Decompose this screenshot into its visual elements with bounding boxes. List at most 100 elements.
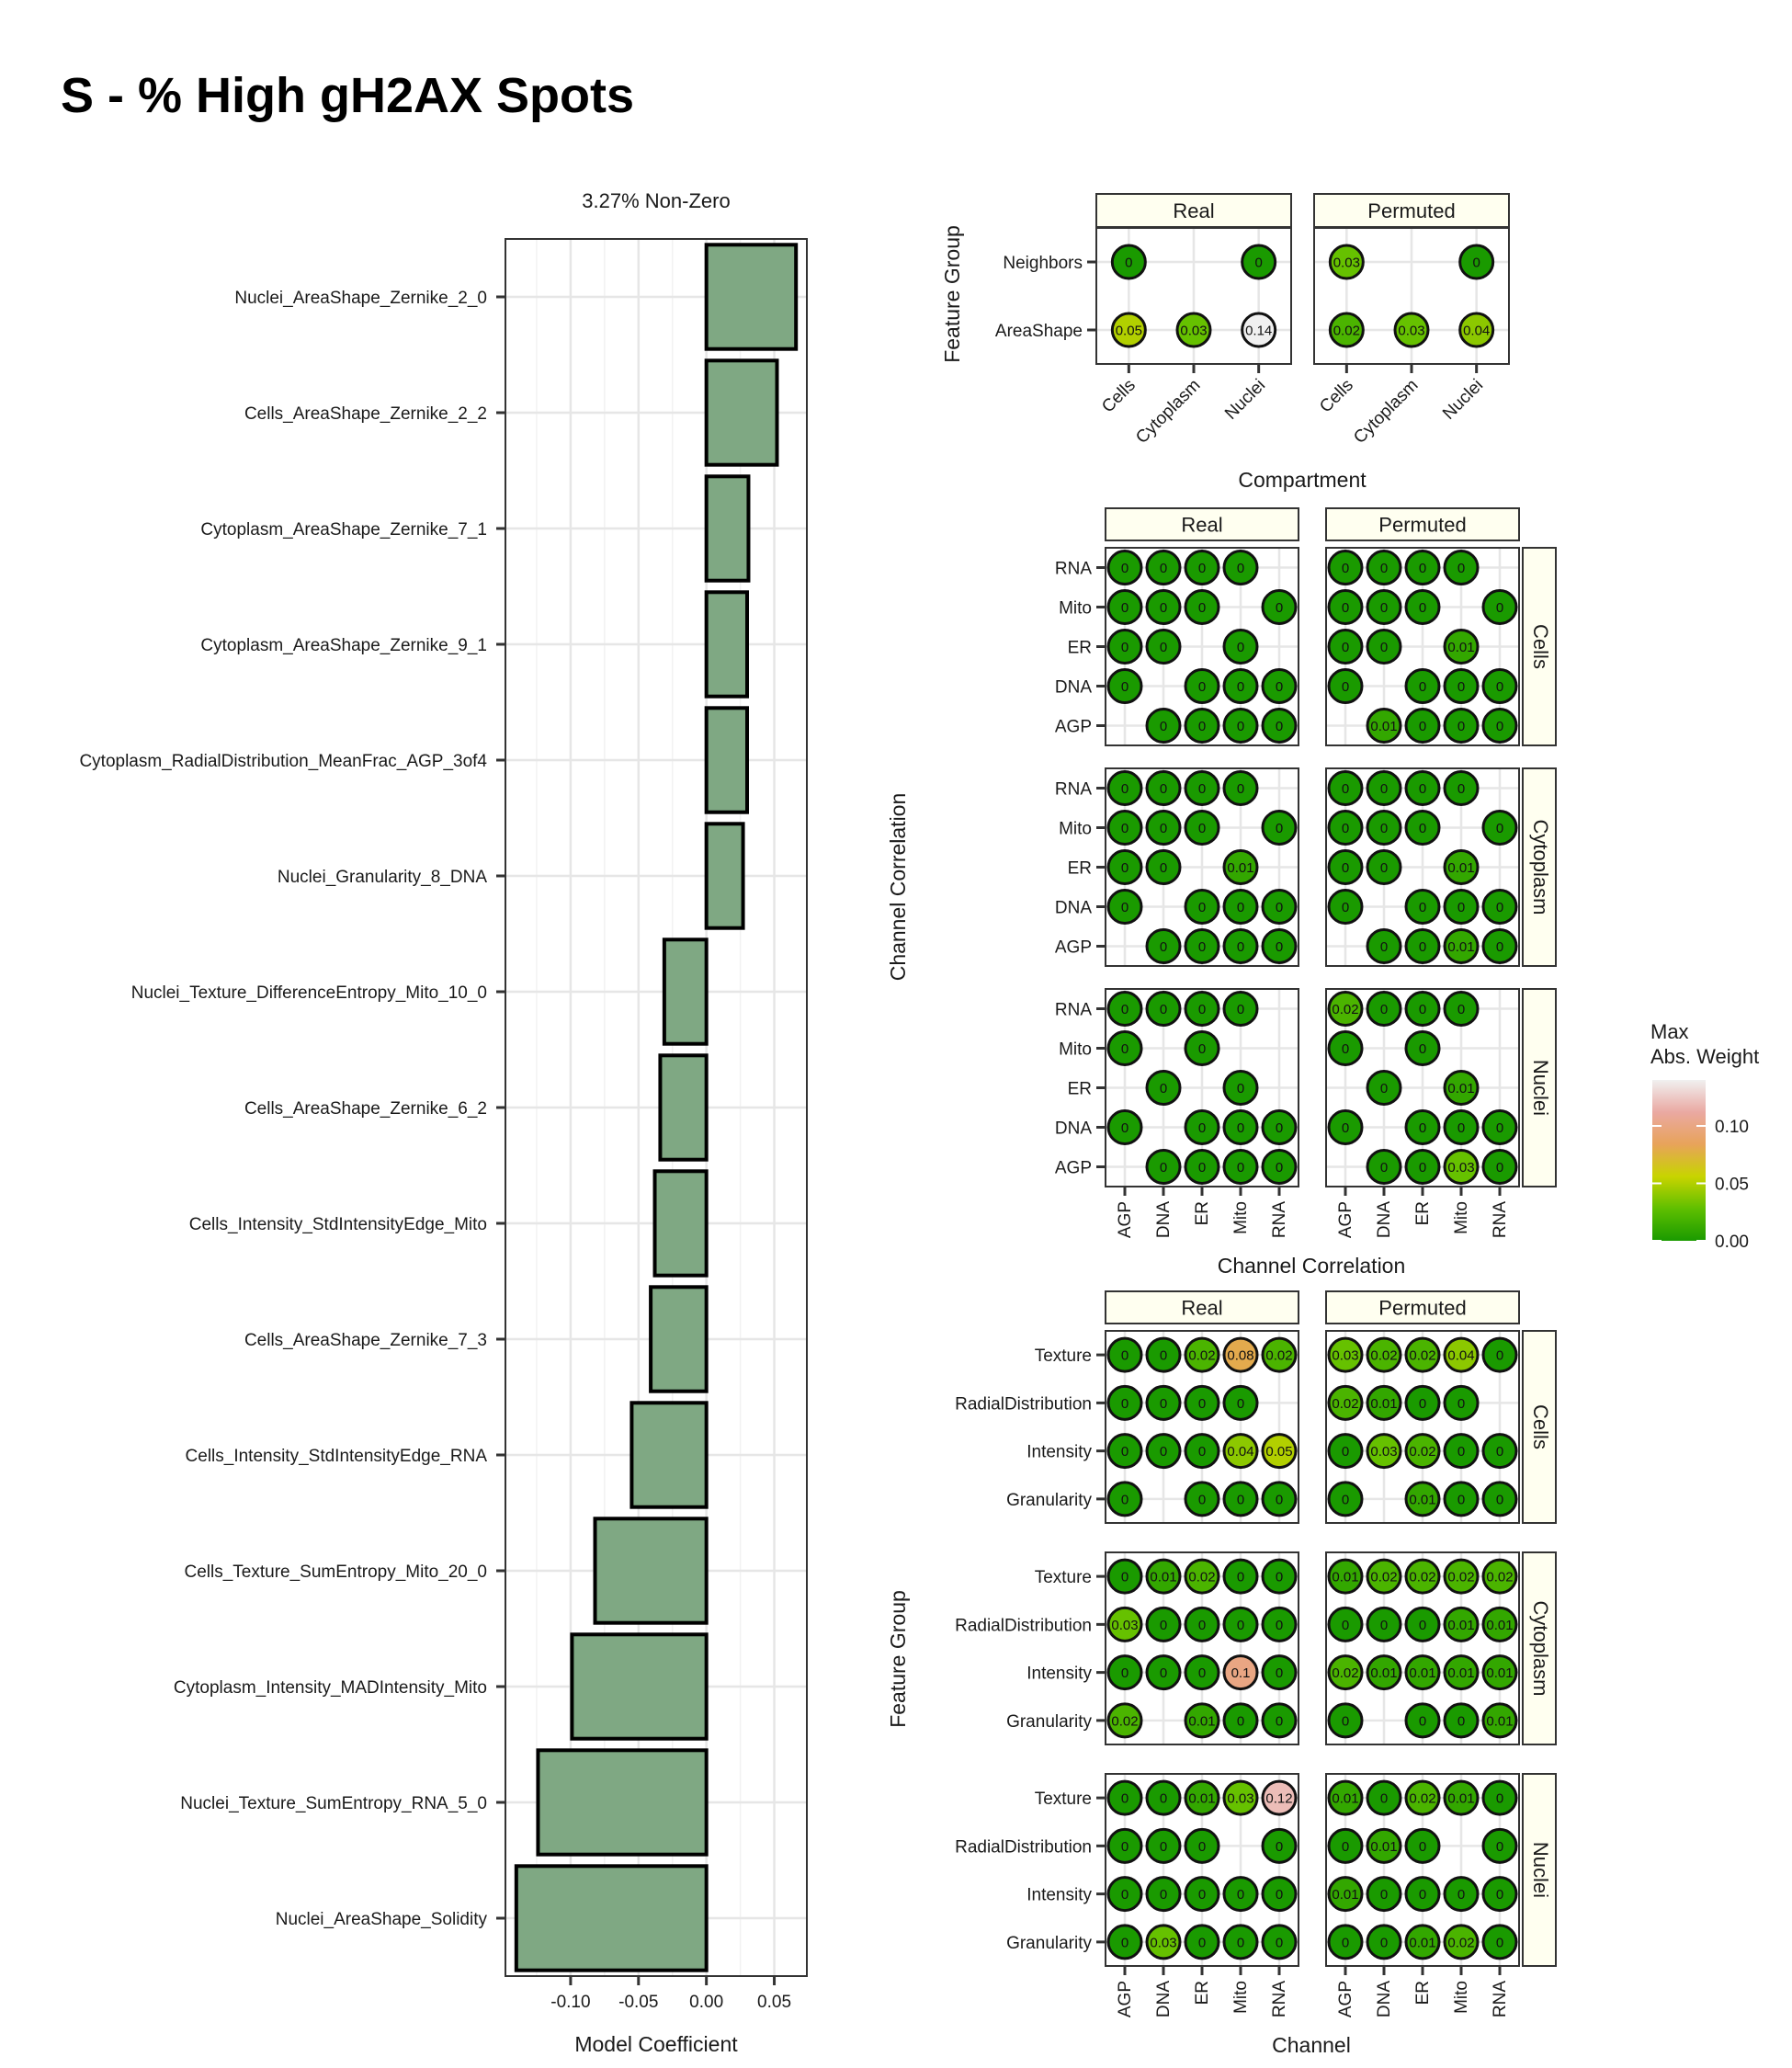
dot xyxy=(1366,1827,1402,1864)
dot-value-label: 0 xyxy=(1380,939,1388,955)
dot xyxy=(1404,1109,1441,1145)
dot-value-label: 0 xyxy=(1380,1002,1388,1017)
category-label: Cytoplasm_Intensity_MADIntensity_Mito xyxy=(174,1678,487,1698)
x-tick-label: RNA xyxy=(1270,1201,1289,1238)
panel-border xyxy=(1325,1551,1520,1745)
dot-value-label: 0 xyxy=(1237,781,1244,797)
dot xyxy=(1443,770,1480,806)
dot xyxy=(1145,810,1182,846)
dot-value-label: 0 xyxy=(1276,600,1283,616)
dot-value-label: 0 xyxy=(1457,1887,1465,1903)
dot-value-label: 0 xyxy=(1160,1791,1167,1807)
legend-title: Max xyxy=(1650,1020,1689,1043)
dot-value-label: 0 xyxy=(1121,1935,1129,1950)
dot-value-label: 0 xyxy=(1342,1839,1349,1855)
dot-value-label: 0 xyxy=(1237,1713,1244,1729)
dot xyxy=(1393,312,1430,348)
dot-value-label: 0 xyxy=(1496,939,1503,955)
dot-value-label: 0.01 xyxy=(1332,1791,1358,1807)
dot xyxy=(1481,668,1518,704)
dot xyxy=(1443,1384,1480,1421)
dot-value-label: 0 xyxy=(1496,1120,1503,1136)
dot-value-label: 0.02 xyxy=(1188,1348,1215,1364)
dot xyxy=(1184,1606,1220,1642)
category-label: Cytoplasm_AreaShape_Zernike_7_1 xyxy=(200,520,487,540)
dot xyxy=(1404,550,1441,585)
dot xyxy=(1481,1336,1518,1373)
dot-value-label: 0.01 xyxy=(1188,1791,1215,1807)
dot-value-label: 0 xyxy=(1160,1887,1167,1903)
y-tick-label: Intensity xyxy=(1026,1665,1092,1684)
dot xyxy=(1481,1109,1518,1145)
dot-value-label: 0 xyxy=(1276,1839,1283,1855)
dot xyxy=(1327,1827,1364,1864)
dot-value-label: 0.01 xyxy=(1332,1570,1358,1585)
y-tick-label: AGP xyxy=(1055,1159,1092,1178)
dot xyxy=(1481,1149,1518,1185)
y-tick-label: RNA xyxy=(1055,780,1092,800)
x-tick-label: Cells xyxy=(1098,376,1140,417)
dot-value-label: 0 xyxy=(1419,1713,1426,1729)
dot-value-label: 0 xyxy=(1237,900,1244,915)
dot xyxy=(1404,1030,1441,1066)
y-tick-label: Intensity xyxy=(1026,1443,1092,1462)
dot xyxy=(1404,770,1441,806)
dot-value-label: 0 xyxy=(1198,1160,1206,1176)
dot-value-label: 0.03 xyxy=(1447,1160,1474,1176)
dot-value-label: 0 xyxy=(1276,1120,1283,1136)
dot xyxy=(1443,849,1480,885)
dot xyxy=(1366,1606,1402,1642)
dot xyxy=(1261,1779,1298,1816)
dot xyxy=(1327,810,1364,846)
dot xyxy=(1106,810,1143,846)
dot xyxy=(1184,1433,1220,1470)
dot xyxy=(1241,312,1277,348)
dot-value-label: 0 xyxy=(1160,1444,1167,1460)
dot-value-label: 0 xyxy=(1198,939,1206,955)
dot xyxy=(1145,1558,1182,1595)
dot-value-label: 0 xyxy=(1160,860,1167,876)
bar xyxy=(514,1864,709,1972)
dot-value-label: 0 xyxy=(1198,1618,1206,1633)
panel-border xyxy=(1105,1330,1299,1524)
bar xyxy=(649,1285,709,1393)
dot xyxy=(1110,312,1147,348)
dot xyxy=(1184,1827,1220,1864)
dot xyxy=(1327,629,1364,665)
dot xyxy=(1184,1481,1220,1517)
dot xyxy=(1261,708,1298,744)
dot-value-label: 0.01 xyxy=(1370,1839,1397,1855)
dot-value-label: 0.01 xyxy=(1486,1713,1513,1729)
dot-value-label: 0 xyxy=(1342,1444,1349,1460)
facet-row-strip xyxy=(1522,1551,1557,1745)
dot-value-label: 0 xyxy=(1496,1935,1503,1950)
facet-strip-label: Real xyxy=(1173,199,1214,222)
dot xyxy=(1328,244,1365,280)
dot-value-label: 0.02 xyxy=(1409,1348,1435,1364)
dot xyxy=(1366,1558,1402,1595)
dot-value-label: 0 xyxy=(1237,939,1244,955)
dot xyxy=(1222,1109,1259,1145)
dot-value-label: 0 xyxy=(1198,1444,1206,1460)
dot xyxy=(1366,629,1402,665)
x-tick-label: AGP xyxy=(1336,1981,1355,2017)
dot xyxy=(1261,889,1298,925)
dot xyxy=(1261,589,1298,625)
dot-value-label: 0 xyxy=(1457,781,1465,797)
dot-value-label: 0 xyxy=(1380,821,1388,836)
y-tick-label: Texture xyxy=(1035,1568,1092,1587)
panel-border xyxy=(1325,547,1520,746)
dot-value-label: 0 xyxy=(1276,900,1283,915)
dot xyxy=(1106,1606,1143,1642)
dot-value-label: 0 xyxy=(1237,1935,1244,1950)
dot xyxy=(1404,708,1441,744)
dot-value-label: 0 xyxy=(1342,1935,1349,1950)
dot xyxy=(1145,629,1182,665)
dot-value-label: 0 xyxy=(1121,640,1129,655)
dot xyxy=(1222,1149,1259,1185)
dot xyxy=(1106,1654,1143,1691)
bar xyxy=(704,590,749,699)
category-label: Nuclei_Texture_SumEntropy_RNA_5_0 xyxy=(180,1794,487,1813)
dot xyxy=(1184,668,1220,704)
